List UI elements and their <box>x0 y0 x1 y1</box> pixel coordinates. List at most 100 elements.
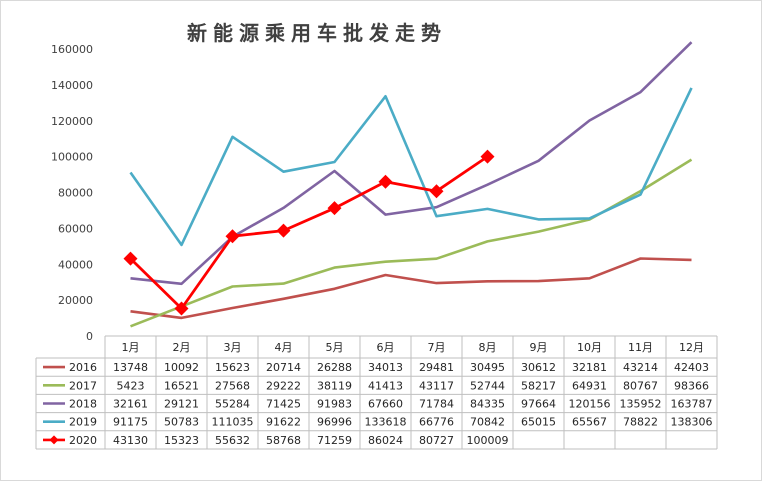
data-label-2017: 58217 <box>521 379 556 392</box>
series-line-2020 <box>129 155 489 310</box>
data-label-2018: 55284 <box>215 398 250 411</box>
data-label-2019: 133618 <box>365 416 407 429</box>
data-label-2017: 43117 <box>419 379 454 392</box>
data-label-2016: 34013 <box>368 361 403 374</box>
data-label-2018: 67660 <box>368 398 403 411</box>
data-point-2020 <box>174 301 189 316</box>
y-axis: 0 20000 40000 60000 80000 100000 120000 140000 1… <box>51 43 93 343</box>
y-tick-label: 40000 <box>58 258 93 271</box>
data-label-2019: 138306 <box>671 416 713 429</box>
data-label-2018: 97664 <box>521 398 556 411</box>
data-label-2017: 5423 <box>117 379 145 392</box>
data-label-2019: 50783 <box>164 416 199 429</box>
data-point-2020 <box>378 174 393 189</box>
y-tick-label: 80000 <box>58 187 93 200</box>
data-point-2020 <box>327 201 342 216</box>
y-tick-label: 100000 <box>51 151 93 164</box>
data-label-2020: 55632 <box>215 434 250 447</box>
series-line-2017 <box>130 158 693 328</box>
data-label-2020: 86024 <box>368 434 403 447</box>
data-point-2020 <box>123 251 138 266</box>
data-label-2017: 27568 <box>215 379 250 392</box>
data-label-2018: 32161 <box>113 398 148 411</box>
data-label-2016: 10092 <box>164 361 199 374</box>
x-tick-label: 12月 <box>679 341 704 354</box>
data-label-2017: 16521 <box>164 379 199 392</box>
data-label-2019: 65015 <box>521 416 556 429</box>
data-label-2017: 52744 <box>470 379 505 392</box>
y-tick-label: 0 <box>86 330 93 343</box>
data-label-2020: 71259 <box>317 434 352 447</box>
data-point-2020 <box>276 223 291 238</box>
x-tick-label: 1月 <box>122 341 140 354</box>
data-label-2018: 71425 <box>266 398 301 411</box>
x-tick-label: 5月 <box>326 341 344 354</box>
data-label-2016: 42403 <box>674 361 709 374</box>
data-label-2017: 41413 <box>368 379 403 392</box>
chart-title: 新能源乘用车批发走势 <box>187 21 447 45</box>
data-point-2020 <box>225 229 240 244</box>
data-label-2016: 26288 <box>317 361 352 374</box>
data-label-2018: 71784 <box>419 398 454 411</box>
data-label-2020: 15323 <box>164 434 199 447</box>
legend-label-2018: 2018 <box>69 398 97 411</box>
y-tick-label: 120000 <box>51 115 93 128</box>
data-label-2019: 96996 <box>317 416 352 429</box>
data-label-2019: 91175 <box>113 416 148 429</box>
data-label-2019: 70842 <box>470 416 505 429</box>
y-tick-label: 60000 <box>58 222 93 235</box>
data-label-2017: 29222 <box>266 379 301 392</box>
x-tick-label: 9月 <box>530 341 548 354</box>
data-label-2017: 98366 <box>674 379 709 392</box>
series-line-2016 <box>130 257 692 320</box>
data-label-2016: 30612 <box>521 361 556 374</box>
plot-area <box>123 41 693 328</box>
data-label-2017: 38119 <box>317 379 352 392</box>
series-line-2018 <box>130 41 693 286</box>
data-point-2020 <box>429 184 444 199</box>
x-tick-label: 3月 <box>224 341 242 354</box>
x-tick-label: 2月 <box>173 341 191 354</box>
data-label-2016: 20714 <box>266 361 301 374</box>
data-label-2020: 80727 <box>419 434 454 447</box>
data-label-2018: 29121 <box>164 398 199 411</box>
data-label-2017: 64931 <box>572 379 607 392</box>
data-label-2019: 78822 <box>623 416 658 429</box>
data-label-2016: 15623 <box>215 361 250 374</box>
legend-label-2020: 2020 <box>69 434 97 447</box>
data-label-2016: 43214 <box>623 361 658 374</box>
data-table-grid <box>35 335 718 450</box>
x-tick-label: 7月 <box>428 341 446 354</box>
data-label-2019: 111035 <box>212 416 254 429</box>
data-label-2019: 91622 <box>266 416 301 429</box>
series-line-2019 <box>129 87 693 247</box>
data-point-2020 <box>480 149 495 164</box>
data-label-2020: 58768 <box>266 434 301 447</box>
legend-marker-2020 <box>49 435 59 445</box>
data-label-2016: 29481 <box>419 361 454 374</box>
data-label-2020: 43130 <box>113 434 148 447</box>
data-label-2020: 100009 <box>467 434 509 447</box>
legend-label-2017: 2017 <box>69 379 97 392</box>
x-tick-label: 8月 <box>479 341 497 354</box>
data-label-2016: 30495 <box>470 361 505 374</box>
data-label-2018: 84335 <box>470 398 505 411</box>
legend-label-2019: 2019 <box>69 416 97 429</box>
x-tick-label: 11月 <box>628 341 653 354</box>
data-label-2017: 80767 <box>623 379 658 392</box>
data-label-2018: 135952 <box>620 398 662 411</box>
data-label-2018: 120156 <box>569 398 611 411</box>
x-tick-label: 10月 <box>577 341 602 354</box>
data-label-2016: 13748 <box>113 361 148 374</box>
x-tick-label: 4月 <box>275 341 293 354</box>
data-label-2018: 91983 <box>317 398 352 411</box>
y-tick-label: 20000 <box>58 294 93 307</box>
data-label-2016: 32181 <box>572 361 607 374</box>
data-label-2019: 66776 <box>419 416 454 429</box>
data-table: 1月 2月 3月 4月 5月 6月 7月 8月 9月 10月 11月 12月 2016 13748 1009… <box>43 341 713 447</box>
y-tick-label: 160000 <box>51 43 93 56</box>
legend-label-2016: 2016 <box>69 361 97 374</box>
data-label-2019: 65567 <box>572 416 607 429</box>
